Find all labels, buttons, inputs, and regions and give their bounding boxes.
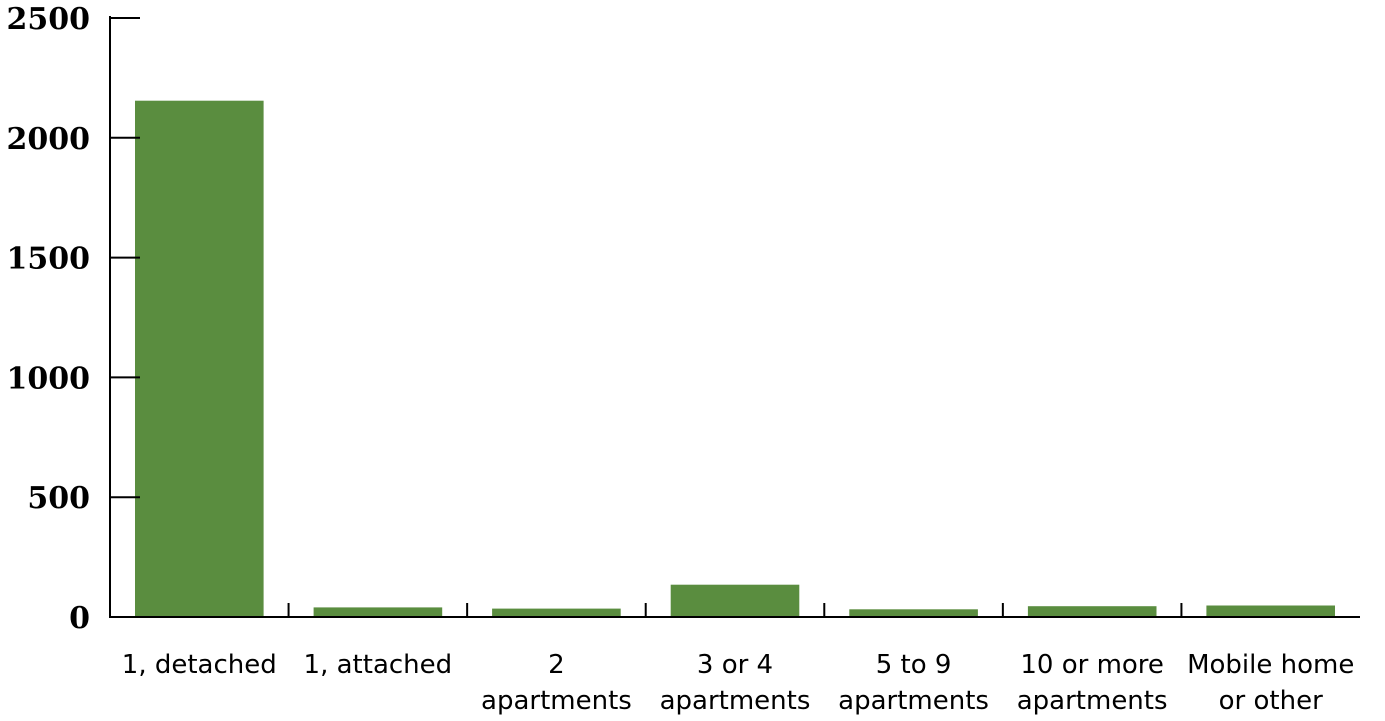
- y-tick-label-1: 500: [27, 481, 90, 516]
- bar-1: [314, 607, 443, 617]
- y-axis: 0 500 1000 1500 2000 2500: [7, 2, 141, 636]
- y-tick-label-3: 1500: [7, 242, 91, 277]
- bar-3: [671, 585, 800, 617]
- x-tick-label-3: 3 or 4 apartments: [660, 650, 811, 716]
- x-tick-label-4: 5 to 9 apartments: [838, 650, 989, 716]
- bar-4: [849, 609, 978, 617]
- bars-group: [135, 101, 1335, 617]
- x-tick-label-6: Mobile home or other: [1187, 650, 1354, 716]
- x-tick-label-1: 1, attached: [304, 650, 453, 680]
- bar-2: [492, 609, 621, 617]
- bar-0: [135, 101, 264, 617]
- y-tick-label-2: 1000: [7, 361, 91, 396]
- x-tick-label-5: 10 or more apartments: [1017, 650, 1168, 716]
- x-tick-label-2: 2 apartments: [481, 650, 632, 716]
- y-tick-label-5: 2500: [7, 2, 91, 37]
- bar-6: [1206, 606, 1335, 618]
- bar-5: [1028, 606, 1157, 617]
- x-tick-label-0: 1, detached: [122, 650, 277, 680]
- y-tick-label-4: 2000: [7, 122, 91, 157]
- y-tick-label-0: 0: [69, 601, 90, 636]
